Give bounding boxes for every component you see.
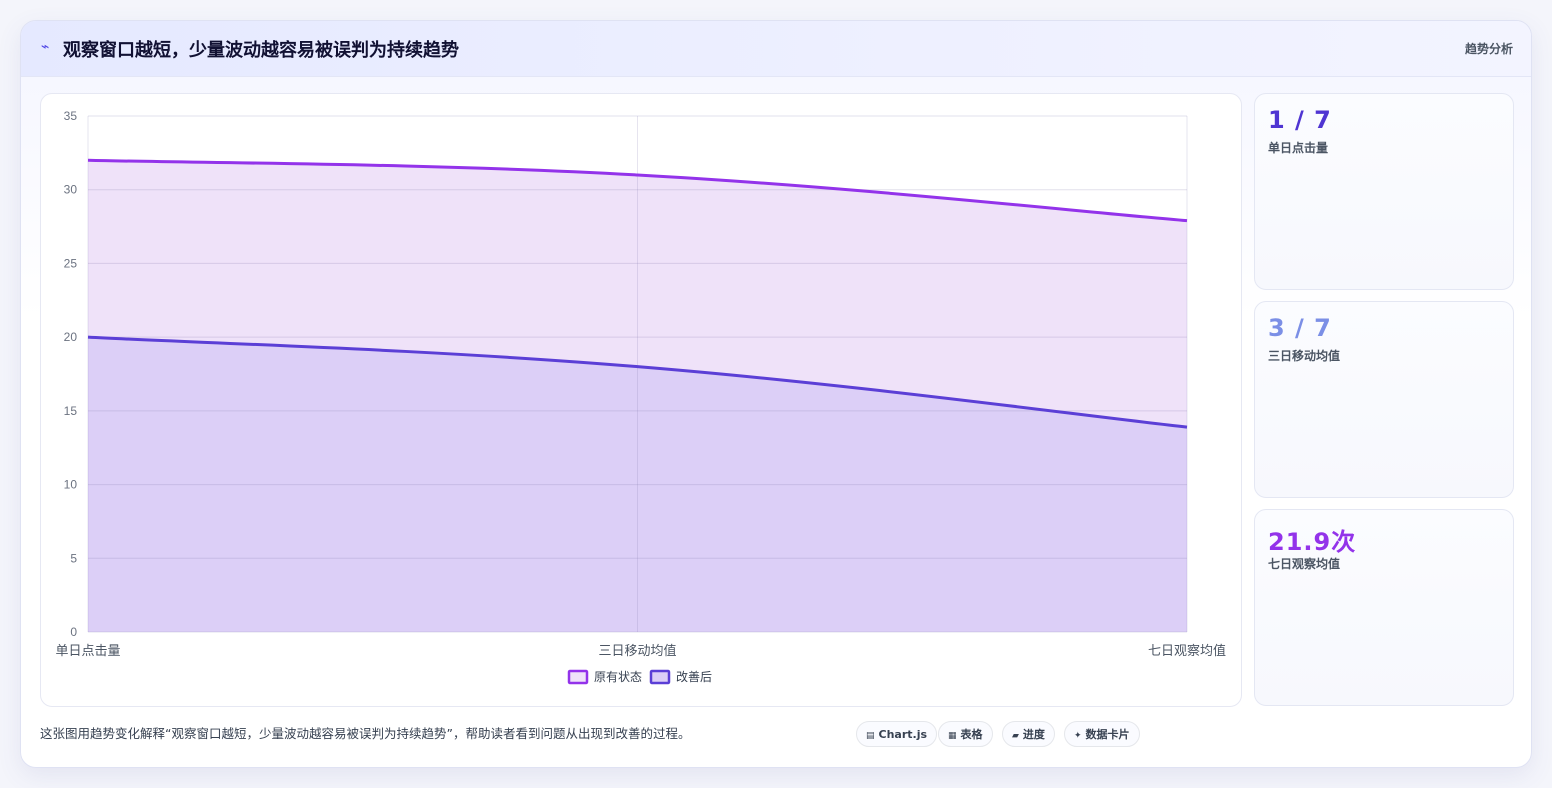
pill-table[interactable]: ▦ 表格: [938, 721, 993, 747]
stat-card-1: 1 / 7 单日点击量: [1254, 93, 1514, 290]
y-tick-label: 10: [64, 478, 78, 492]
progress-icon: ▰: [1012, 731, 1019, 741]
stat-value: 1 / 7: [1268, 106, 1332, 134]
series-area-2: [88, 337, 1187, 632]
stat-value: 21.9次: [1268, 528, 1357, 556]
pill-label: 数据卡片: [1085, 728, 1130, 741]
chart-caption: 这张图用趋势变化解释“观察窗口越短，少量波动越容易被误判为持续趋势”，帮助读者看…: [40, 726, 691, 741]
series-line-1: [87, 158, 1188, 223]
x-tick-label: 单日点击量: [55, 643, 120, 658]
stat-card-2: 3 / 7 三日移动均值: [1254, 301, 1514, 498]
y-tick-label: 25: [64, 256, 78, 270]
header: ⌁ 观察窗口越短，少量波动越容易被误判为持续趋势 趋势分析: [21, 21, 1531, 77]
stat-label: 单日点击量: [1268, 141, 1329, 155]
legend-swatch: [567, 669, 589, 685]
pill-chartjs[interactable]: ▤ Chart.js: [856, 721, 938, 747]
pill-data-card[interactable]: ✦ 数据卡片: [1064, 721, 1140, 747]
sparkle-icon: ✦: [1074, 731, 1082, 741]
y-tick-label: 0: [70, 625, 77, 639]
chart-panel: 0 5 10 15 20 25 30 35 单日点击量 三日移动均值 七日观察均值原有状态 改善后: [40, 93, 1242, 707]
x-tick-label: 三日移动均值: [598, 643, 676, 658]
legend-label: 原有状态: [594, 670, 642, 684]
legend-label: 改善后: [676, 669, 712, 684]
stat-label: 三日移动均值: [1268, 349, 1341, 363]
y-tick-label: 5: [70, 551, 77, 565]
pill-label: 表格: [960, 728, 983, 741]
y-tick-label: 35: [64, 109, 78, 123]
pill-label: 进度: [1022, 728, 1045, 741]
zigzag-icon: ⌁: [41, 39, 50, 55]
stat-label: 七日观察均值: [1268, 557, 1341, 571]
y-tick-label: 20: [64, 330, 78, 344]
x-tick-label: 七日观察均值: [1148, 643, 1226, 658]
stat-value: 3 / 7: [1268, 314, 1332, 342]
pill-progress[interactable]: ▰ 进度: [1002, 721, 1055, 747]
y-tick-label: 30: [64, 183, 78, 197]
table-icon: ▦: [948, 731, 957, 741]
stat-card-3: 21.9次 七日观察均值: [1254, 509, 1514, 706]
chart-icon: ▤: [866, 731, 875, 741]
series-line-2: [87, 335, 1188, 429]
y-tick-label: 15: [64, 404, 78, 418]
card: ⌁ 观察窗口越短，少量波动越容易被误判为持续趋势 趋势分析 0 5 10 15 20 25…: [20, 20, 1532, 768]
pill-label: Chart.js: [878, 728, 928, 741]
category-tag: 趋势分析: [1464, 42, 1513, 56]
legend-swatch: [649, 669, 671, 685]
page-title: 观察窗口越短，少量波动越容易被误判为持续趋势: [63, 40, 459, 61]
